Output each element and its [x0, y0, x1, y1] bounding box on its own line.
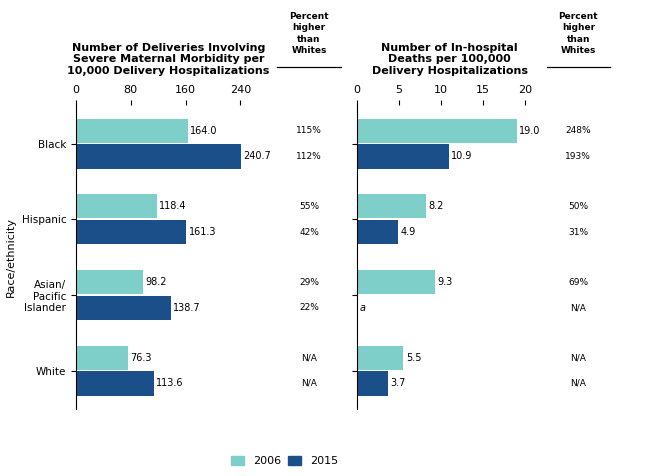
Text: a: a [360, 303, 366, 313]
Text: 112%: 112% [296, 152, 322, 161]
Bar [357, 270, 436, 294]
Text: 31%: 31% [568, 228, 588, 237]
Text: 164.0: 164.0 [190, 126, 218, 136]
Text: 8.2: 8.2 [428, 201, 444, 211]
Bar [76, 270, 143, 294]
Text: 76.3: 76.3 [130, 353, 152, 363]
Text: 69%: 69% [568, 278, 588, 287]
Bar [357, 119, 517, 143]
Bar [76, 296, 171, 320]
Text: N/A: N/A [301, 379, 317, 388]
Text: 193%: 193% [565, 152, 592, 161]
Bar [357, 220, 399, 244]
Text: N/A: N/A [570, 379, 586, 388]
Text: 10.9: 10.9 [451, 151, 473, 161]
Text: 22%: 22% [299, 303, 319, 312]
Text: 248%: 248% [566, 126, 591, 135]
Title: Number of In-hospital
Deaths per 100,000
Delivery Hospitalizations: Number of In-hospital Deaths per 100,000… [371, 43, 527, 76]
Text: 98.2: 98.2 [145, 277, 167, 287]
Title: Number of Deliveries Involving
Severe Maternal Morbidity per
10,000 Delivery Hos: Number of Deliveries Involving Severe Ma… [67, 43, 270, 76]
Text: N/A: N/A [570, 353, 586, 362]
Bar [357, 194, 426, 218]
Bar [357, 371, 388, 396]
Text: 113.6: 113.6 [156, 378, 183, 388]
Text: 55%: 55% [299, 202, 319, 211]
Text: 29%: 29% [299, 278, 319, 287]
Bar [76, 144, 241, 169]
Bar [76, 371, 154, 396]
Text: N/A: N/A [301, 353, 317, 362]
Text: 9.3: 9.3 [438, 277, 453, 287]
Bar [76, 220, 186, 244]
Text: N/A: N/A [570, 303, 586, 312]
Y-axis label: Race/ethnicity: Race/ethnicity [6, 217, 16, 297]
Bar [357, 144, 449, 169]
Text: Percent
higher
than
Whites: Percent higher than Whites [290, 12, 329, 55]
Text: 118.4: 118.4 [159, 201, 186, 211]
Text: Percent
higher
than
Whites: Percent higher than Whites [559, 12, 598, 55]
Bar [76, 194, 157, 218]
Text: 240.7: 240.7 [243, 151, 270, 161]
Text: 50%: 50% [568, 202, 588, 211]
Text: 42%: 42% [299, 228, 319, 237]
Text: 3.7: 3.7 [391, 378, 406, 388]
Text: 4.9: 4.9 [401, 227, 416, 237]
Legend: 2006, 2015: 2006, 2015 [226, 451, 342, 470]
Text: 115%: 115% [296, 126, 322, 135]
Bar [357, 346, 403, 370]
Text: 19.0: 19.0 [520, 126, 541, 136]
Text: 5.5: 5.5 [406, 353, 421, 363]
Text: 161.3: 161.3 [188, 227, 216, 237]
Text: 138.7: 138.7 [173, 303, 201, 313]
Bar [76, 346, 128, 370]
Bar [76, 119, 188, 143]
